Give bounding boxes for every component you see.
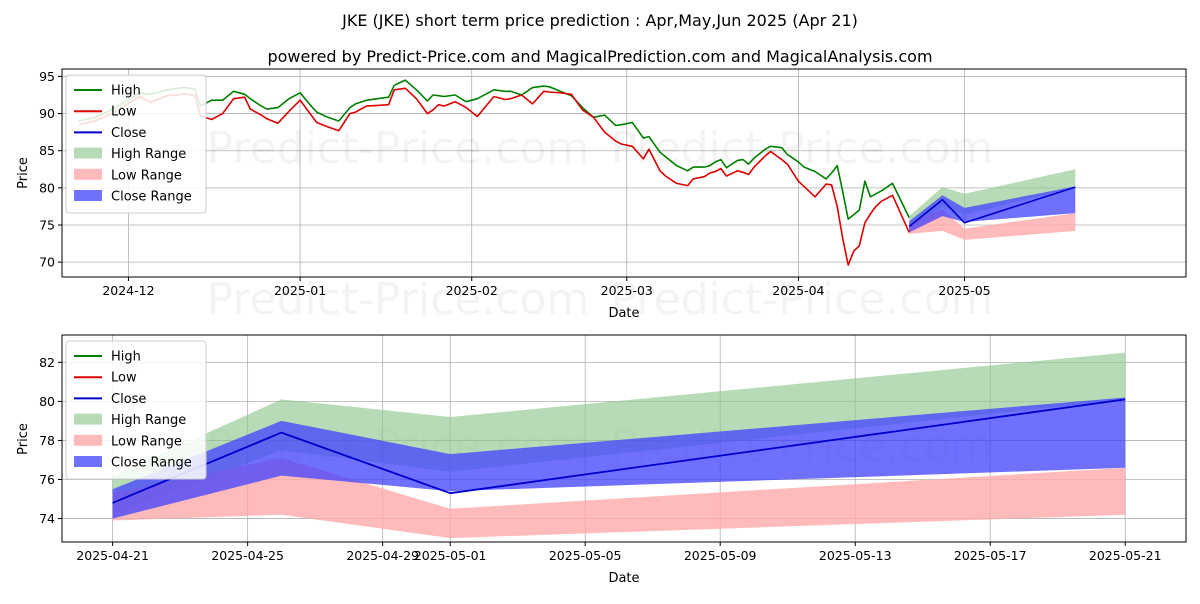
low-range-band: [112, 458, 1126, 539]
x-tick-label: 2025-05-21: [1089, 548, 1162, 563]
watermark: Predict-Price.com: [611, 123, 994, 174]
close-range-band: [112, 397, 1126, 519]
history-x-label: Date: [608, 306, 639, 321]
y-tick-label: 85: [39, 143, 55, 158]
x-tick-label: 2025-01: [274, 283, 326, 298]
forecast-plot-frame: [61, 334, 1187, 543]
x-tick-label: 2025-03: [601, 283, 653, 298]
watermark: Predict-Price.com: [207, 274, 590, 325]
y-tick-label: 75: [39, 218, 55, 233]
y-tick-label: 95: [39, 69, 55, 84]
y-tick-label: 76: [39, 472, 55, 487]
y-tick-label: 90: [39, 106, 55, 121]
x-tick-label: 2024-12: [102, 283, 154, 298]
legend-label-close: Close: [111, 392, 146, 407]
close-forecast-line: [908, 186, 1076, 228]
x-tick-label: 2025-04-29: [346, 548, 419, 563]
chart-subtitle: powered by Predict-Price.com and Magical…: [267, 47, 932, 66]
low-series-line: [78, 87, 910, 266]
high-range-band: [112, 352, 1126, 515]
x-tick-label: 2025-04-25: [211, 548, 284, 563]
x-tick-label: 2025-05: [938, 283, 990, 298]
high-range-band: [909, 169, 1076, 231]
history-plot-background: [62, 69, 1186, 277]
history-panel: Predict-Price.com Predict-Price.com Pred…: [16, 68, 1187, 325]
legend-label-close: Close: [111, 126, 146, 141]
x-tick-label: 2025-05-01: [414, 548, 487, 563]
legend-label-close-range: Close Range: [111, 190, 192, 205]
y-tick-label: 82: [39, 355, 55, 370]
x-tick-label: 2025-05-09: [684, 548, 757, 563]
history-plot-frame: [61, 68, 1187, 278]
close-range-band: [909, 186, 1076, 233]
legend-label-low: Low: [111, 371, 137, 386]
watermark: Predict-Price.com: [207, 123, 590, 174]
y-tick-label: 78: [39, 433, 55, 448]
legend-swatch-high-range: [74, 147, 102, 159]
legend-swatch-high-range: [74, 413, 102, 425]
legend-label-close-range: Close Range: [111, 456, 192, 471]
high-series-line: [78, 79, 910, 220]
x-tick-label: 2025-05-05: [549, 548, 622, 563]
legend-swatch-low-range: [74, 168, 102, 180]
legend-swatch-low-range: [74, 434, 102, 446]
legend-label-high: High: [111, 84, 141, 99]
forecast-x-label: Date: [608, 571, 639, 586]
legend-label-low-range: Low Range: [111, 434, 182, 449]
y-tick-label: 80: [39, 180, 55, 195]
chart-title: JKE (JKE) short term price prediction : …: [341, 11, 858, 30]
legend-label-high: High: [111, 350, 141, 365]
legend-label-low-range: Low Range: [111, 168, 182, 183]
forecast-y-label: Price: [16, 423, 31, 455]
y-tick-label: 80: [39, 394, 55, 409]
legend-label-high-range: High Range: [111, 147, 186, 162]
forecast-panel: Predict-Price.com Predict-Price.com 2025…: [16, 334, 1187, 586]
x-tick-label: 2025-04: [772, 283, 824, 298]
legend-label-low: Low: [111, 105, 137, 120]
x-tick-label: 2025-05-17: [954, 548, 1027, 563]
watermark: Predict-Price.com: [611, 274, 994, 325]
legend-swatch-close-range: [74, 190, 102, 201]
y-tick-label: 70: [39, 255, 55, 270]
x-tick-label: 2025-04-21: [76, 548, 149, 563]
history-y-label: Price: [16, 157, 31, 189]
y-tick-label: 74: [39, 511, 55, 526]
x-tick-label: 2025-05-13: [819, 548, 892, 563]
legend-swatch-close-range: [74, 456, 102, 467]
legend-label-high-range: High Range: [111, 413, 186, 428]
x-tick-label: 2025-02: [446, 283, 498, 298]
